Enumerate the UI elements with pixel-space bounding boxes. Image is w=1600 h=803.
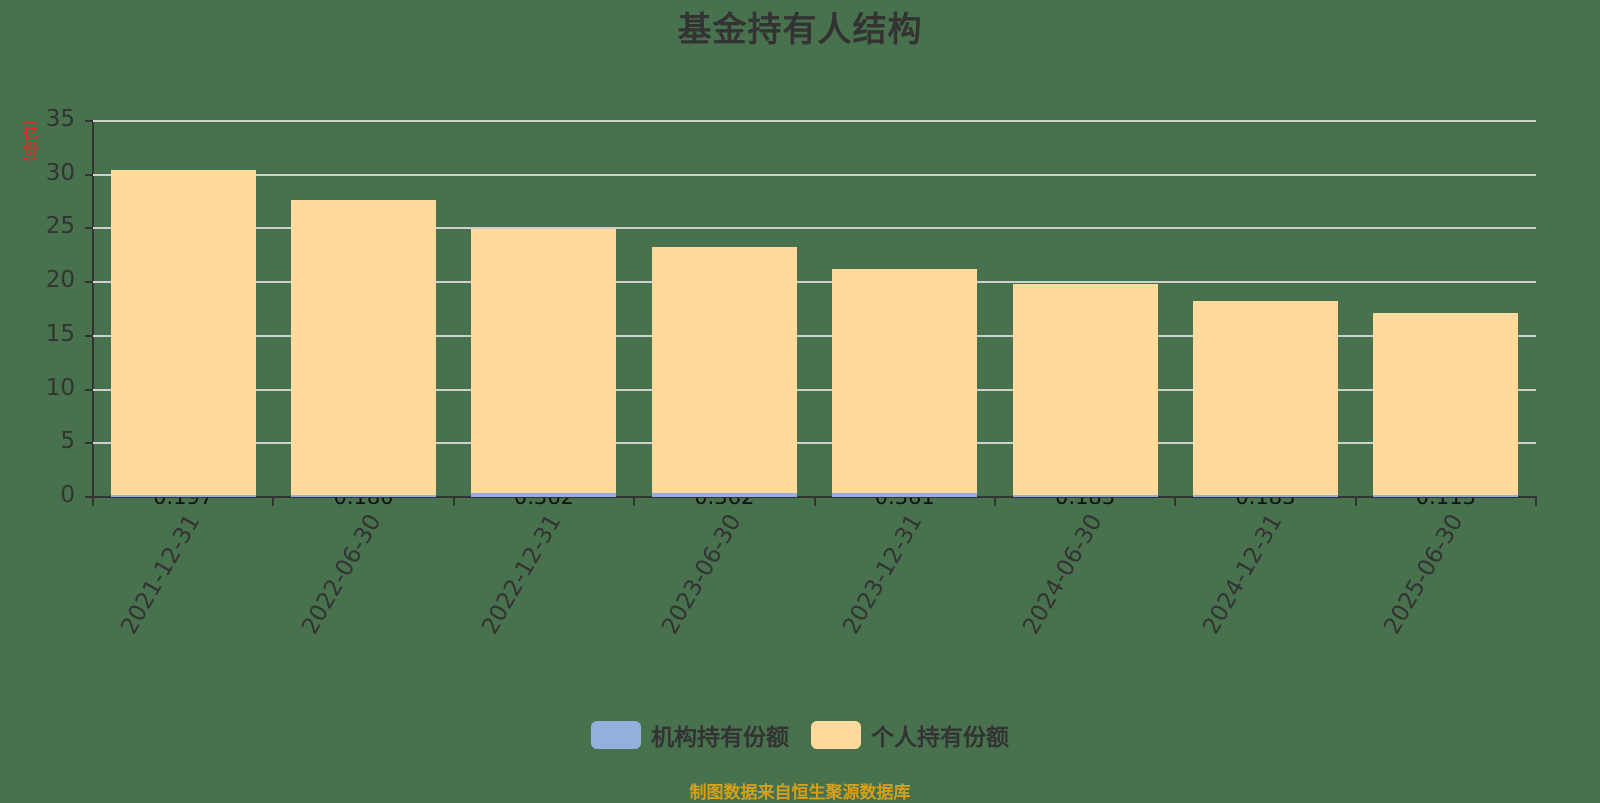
bar-institutional[interactable] xyxy=(651,493,797,497)
bar-personal[interactable] xyxy=(832,268,978,494)
legend-item-personal[interactable]: 个人持有份额 xyxy=(811,718,1009,752)
legend-swatch-personal xyxy=(811,721,861,749)
y-tick xyxy=(85,442,93,445)
data-source-footer: 制图数据来自恒生聚源数据库 xyxy=(689,783,911,803)
y-tick xyxy=(85,388,93,391)
legend-label-personal: 个人持有份额 xyxy=(871,725,1009,751)
y-tick xyxy=(85,496,93,498)
x-tick-label: 2023-06-30 xyxy=(657,510,747,639)
x-tick-label: 2025-06-30 xyxy=(1378,510,1469,639)
bar-institutional[interactable] xyxy=(110,494,256,497)
x-tick xyxy=(633,496,636,506)
y-tick-label: 15 xyxy=(45,320,75,347)
bar-personal[interactable] xyxy=(1192,300,1338,495)
x-tick-label: 2022-12-31 xyxy=(477,510,567,639)
y-tick xyxy=(85,334,93,337)
y-axis-line xyxy=(92,121,94,497)
bar-personal[interactable] xyxy=(471,228,617,494)
chart-title: 基金持有人结构 xyxy=(677,10,923,50)
x-tick-label: 2023-12-31 xyxy=(837,510,928,639)
y-tick xyxy=(85,173,93,176)
gridline xyxy=(93,334,1536,337)
y-tick-label: 0 xyxy=(60,482,75,508)
bar-institutional[interactable] xyxy=(471,493,617,497)
bar-institutional[interactable] xyxy=(291,495,437,497)
gridline xyxy=(93,227,1536,230)
y-tick xyxy=(85,120,93,123)
bar-personal[interactable] xyxy=(1012,284,1158,495)
legend-item-institutional[interactable]: 机构持有份额 xyxy=(591,718,789,752)
bar-institutional[interactable] xyxy=(832,493,978,497)
plot-area: 0.1130.1830.1830.3610.3620.3620.1800.197… xyxy=(46,106,1537,509)
bar-personal[interactable] xyxy=(110,170,256,495)
gridline xyxy=(93,173,1536,176)
y-tick-label: 5 xyxy=(60,428,75,455)
x-tick-label: 2021-12-31 xyxy=(116,510,206,639)
y-tick-label: 30 xyxy=(45,159,75,186)
x-tick xyxy=(92,496,94,506)
legend-label-institutional: 机构持有份额 xyxy=(651,725,789,751)
gridline xyxy=(93,281,1536,284)
y-tick-label: 10 xyxy=(45,374,75,401)
x-tick xyxy=(452,496,455,506)
x-tick xyxy=(272,496,275,506)
y-axis-unit-label: (亿份) xyxy=(21,120,39,162)
x-tick-label: 2024-06-30 xyxy=(1018,510,1108,639)
y-tick xyxy=(85,227,93,230)
bar-personal[interactable] xyxy=(291,199,437,495)
x-tick xyxy=(1354,496,1357,506)
y-tick-label: 25 xyxy=(45,213,75,240)
gridline xyxy=(93,442,1536,445)
legend-swatch-institutional xyxy=(591,721,641,749)
y-tick-label: 20 xyxy=(45,267,75,294)
gridline xyxy=(93,388,1536,391)
gridline xyxy=(93,120,1536,123)
x-tick xyxy=(1535,496,1537,506)
x-tick-label: 2024-12-31 xyxy=(1198,510,1288,639)
y-tick xyxy=(85,281,93,284)
bar-personal[interactable] xyxy=(651,247,797,494)
y-tick-label: 35 xyxy=(45,106,75,132)
x-tick xyxy=(1174,496,1177,506)
legend: 机构持有份额 个人持有份额 xyxy=(0,718,1600,752)
bar-institutional[interactable] xyxy=(1373,495,1519,497)
x-tick-label: 2022-06-30 xyxy=(296,510,387,639)
x-tick xyxy=(993,496,996,506)
bar-institutional[interactable] xyxy=(1012,495,1158,497)
bar-institutional[interactable] xyxy=(1192,495,1338,497)
x-tick xyxy=(813,496,816,506)
bar-personal[interactable] xyxy=(1373,313,1519,495)
